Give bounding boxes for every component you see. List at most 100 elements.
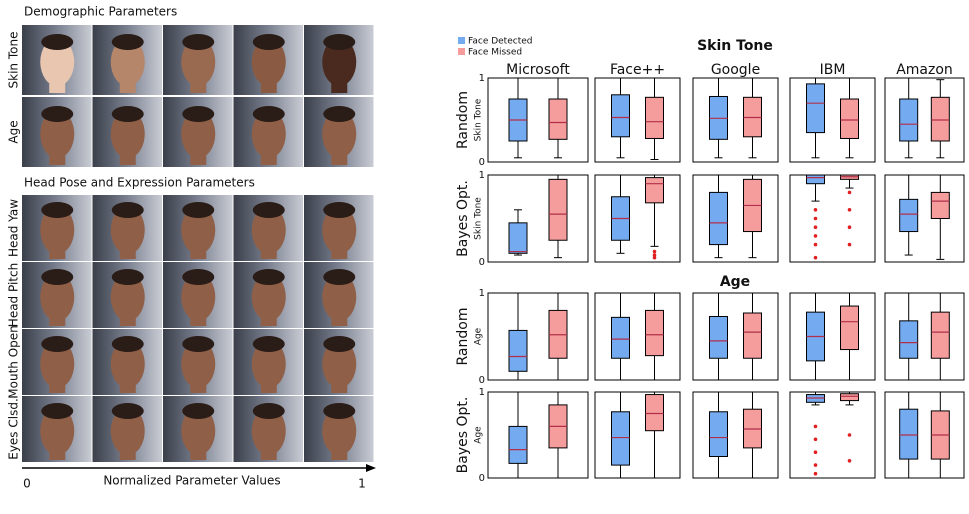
neck [120,317,136,326]
box [807,175,825,184]
face-image [93,396,163,462]
face-image [22,25,92,95]
hair [41,403,73,419]
hair [182,202,214,218]
panel-frame [595,392,680,478]
hair [323,269,355,285]
face-image [93,97,163,167]
outlier [814,208,818,212]
row-label: Head Pitch [7,263,21,327]
box [710,192,728,244]
row-label: Random [455,91,471,149]
neck [261,451,277,460]
hair [253,269,285,285]
neck [261,317,277,326]
neck [261,384,277,393]
box [646,310,664,355]
hair [253,106,285,122]
row-label: Head Yaw [7,199,21,257]
neck [261,82,277,93]
column-title: Microsoft [506,62,570,78]
row-label: Bayes Opt. [455,180,471,257]
panel-frame [488,78,588,162]
face-image [93,262,163,328]
outlier [653,253,657,257]
face-image [163,25,233,95]
legend-swatch [458,37,465,44]
panel-frame [885,392,964,478]
column-title: Face++ [610,62,665,78]
neck [331,317,347,326]
box [900,409,918,459]
panel-frame [790,78,875,162]
legend-label: Face Detected [468,37,532,47]
hair [182,403,214,419]
neck [261,154,277,165]
box [900,199,918,231]
neck [190,82,206,93]
neck [120,384,136,393]
box [646,97,664,138]
panel-frame [693,175,778,262]
box [710,412,728,457]
outlier [848,208,852,212]
y-axis-label: Age [474,327,484,345]
face-image [234,25,304,95]
hair [182,269,214,285]
hair [112,202,144,218]
row-label: Bayes Opt. [455,397,471,474]
box [509,330,527,371]
box [900,99,918,141]
y-tick-label: 1 [479,170,485,181]
hair [41,34,73,50]
outlier [814,243,818,247]
y-tick-label: 1 [479,288,485,299]
row-label: Skin Tone [7,32,21,89]
neck [49,250,65,259]
outlier [814,450,818,454]
x-tick-label: 0 [23,477,31,491]
hair [41,202,73,218]
face-image [163,396,233,462]
hair [182,34,214,50]
outlier [653,250,657,254]
row-label: Random [455,308,471,366]
legend-swatch [458,48,465,55]
panel-frame [693,78,778,162]
hair [182,106,214,122]
box [900,321,918,358]
group-title: Skin Tone [697,38,773,54]
section-title: Demographic Parameters [24,5,177,19]
face-image [22,262,92,328]
face-image [304,396,374,462]
y-axis-label: Skin Tone [474,197,484,240]
panel-frame [488,392,588,478]
hair [112,269,144,285]
face-image [22,329,92,395]
hair [253,202,285,218]
face-image [234,396,304,462]
face-image [234,195,304,261]
panel-frame [885,78,964,162]
panel-frame [885,175,964,262]
neck [49,82,65,93]
neck [190,250,206,259]
y-tick-label: 0 [479,257,485,268]
box [744,313,762,358]
outlier [814,217,818,221]
panel-frame [693,392,778,478]
outlier [848,225,852,229]
y-tick-label: 1 [479,73,485,84]
neck [261,250,277,259]
box [646,178,664,203]
x-axis-label: Normalized Parameter Values [103,474,280,488]
face-image [304,97,374,167]
box [509,223,527,253]
face-image [234,97,304,167]
hair [112,336,144,352]
panel-frame [885,293,964,380]
box [931,192,949,218]
neck [120,250,136,259]
y-tick-label: 1 [479,387,485,398]
box [549,99,567,139]
